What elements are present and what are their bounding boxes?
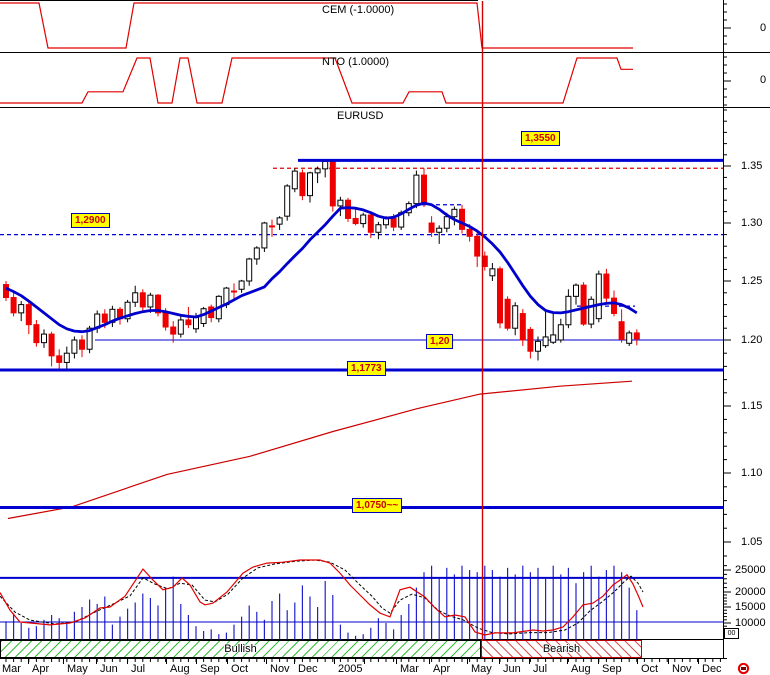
price-level-tag[interactable]: 1,2900 (71, 213, 110, 228)
price-level-tag[interactable]: 1,1773 (347, 361, 386, 376)
volume-axis-label: 10000 (735, 617, 766, 629)
time-axis-label: Oct (231, 663, 249, 675)
price-axis-label: 1.10 (741, 467, 763, 479)
time-axis-label: Jul (533, 663, 548, 675)
price-axis-label: 1.25 (741, 275, 763, 287)
time-axis-label: Dec (702, 663, 722, 675)
time-axis-label: Jun (503, 663, 521, 675)
bearish-zone-label: Bearish (542, 643, 581, 655)
time-axis-label: Dec (298, 663, 318, 675)
time-axis-label: May (471, 663, 492, 675)
time-axis-label: Mar (2, 663, 21, 675)
volume-axis-label: 15000 (735, 601, 766, 613)
status-icon[interactable] (737, 662, 750, 675)
time-axis-label: Nov (672, 663, 692, 675)
time-axis-label: Aug (170, 663, 190, 675)
time-axis-label: Jun (100, 663, 118, 675)
price-axis-label: 1.05 (741, 536, 763, 548)
price-axis-label: 1.15 (741, 400, 763, 412)
volume-axis-label: 20000 (735, 586, 766, 598)
time-axis-label: Nov (270, 663, 290, 675)
time-axis-label: 2005 (338, 663, 363, 675)
price-axis-label: 1.20 (741, 334, 763, 346)
mini-scale-box: 00 (724, 628, 739, 639)
panel-axis-zero: 0 (760, 22, 767, 34)
price-level-tag[interactable]: 1,3550 (521, 131, 560, 146)
time-axis-label: Jul (131, 663, 146, 675)
time-axis-label: May (67, 663, 88, 675)
price-axis-label: 1.35 (741, 160, 763, 172)
time-axis-label: Apr (433, 663, 451, 675)
time-axis-label: Sep (200, 663, 220, 675)
time-axis-label: Sep (602, 663, 622, 675)
price-level-tag[interactable]: 1,0750~~ (352, 498, 403, 513)
price-level-tag[interactable]: 1,20 (426, 334, 454, 349)
time-axis-label: Aug (571, 663, 591, 675)
time-axis-label: Apr (32, 663, 50, 675)
indicator-label-nto: NTO (1.0000) (322, 56, 390, 68)
time-axis-label: Oct (641, 663, 659, 675)
bearish-zone: Bearish (481, 640, 642, 658)
time-axis-label: Mar (400, 663, 419, 675)
panel-axis-zero: 0 (760, 74, 767, 86)
bullish-zone-label: Bullish (224, 643, 257, 655)
symbol-title: EURUSD (337, 110, 384, 122)
price-axis-label: 1.30 (741, 217, 763, 229)
bullish-zone: Bullish (0, 640, 481, 658)
indicator-label-cem: CEM (-1.0000) (322, 4, 395, 16)
volume-axis-label: 25000 (735, 564, 766, 576)
